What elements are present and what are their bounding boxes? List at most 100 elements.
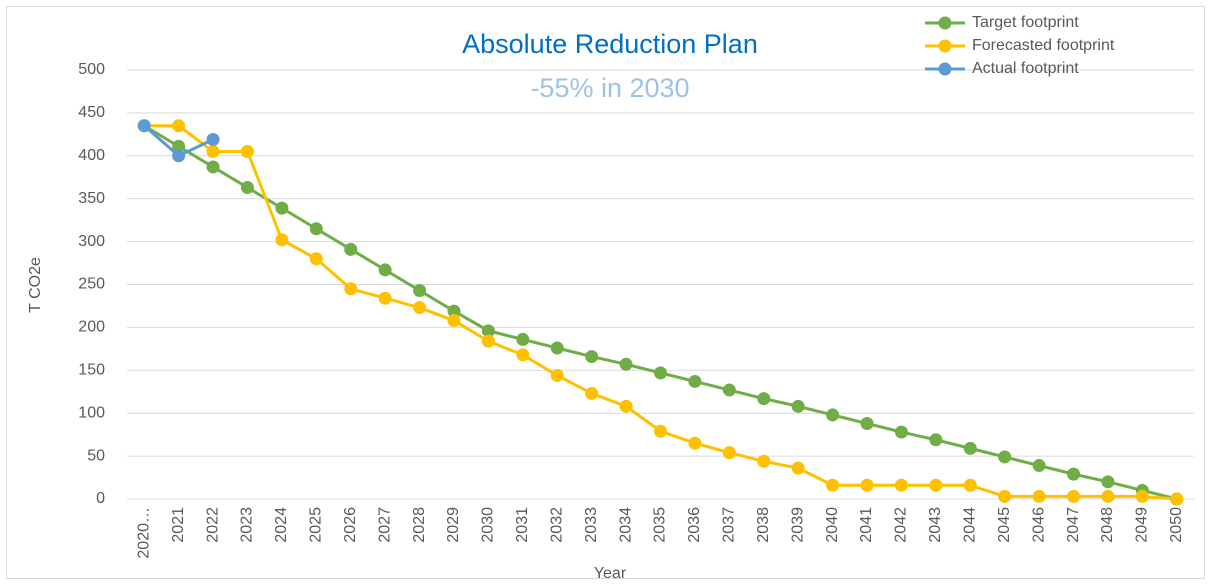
- x-tick-label: 2022: [204, 507, 221, 543]
- data-point: [757, 392, 771, 406]
- data-point: [1032, 459, 1046, 473]
- x-tick-label: 2031: [514, 507, 531, 543]
- data-point: [206, 145, 220, 159]
- x-tick-label: 2023: [239, 507, 256, 543]
- data-point: [929, 433, 943, 447]
- legend-label: Actual footprint: [972, 60, 1079, 77]
- data-point: [137, 119, 151, 133]
- data-point: [757, 454, 771, 468]
- y-tick-label: 50: [87, 447, 105, 464]
- data-point: [791, 399, 805, 413]
- data-point: [309, 252, 323, 266]
- data-point: [688, 436, 702, 450]
- x-tick-label: 2030: [480, 507, 497, 543]
- data-point: [275, 201, 289, 215]
- data-point: [344, 242, 358, 256]
- legend-marker: [938, 39, 952, 53]
- x-tick-label: 2041: [858, 507, 875, 543]
- data-point: [172, 119, 186, 133]
- data-point: [894, 425, 908, 439]
- data-point: [860, 416, 874, 430]
- y-tick-label: 150: [78, 362, 105, 379]
- x-axis-label: Year: [594, 565, 627, 582]
- data-point: [172, 149, 186, 163]
- data-point: [1032, 489, 1046, 503]
- chart-subtitle: -55% in 2030: [530, 73, 689, 103]
- x-tick-label: 2032: [548, 507, 565, 543]
- y-tick-label: 250: [78, 276, 105, 293]
- data-point: [619, 357, 633, 371]
- x-tick-label: 2046: [1030, 507, 1047, 543]
- y-tick-label: 300: [78, 233, 105, 250]
- x-tick-label: 2044: [961, 507, 978, 543]
- data-point: [378, 291, 392, 305]
- data-point: [309, 222, 323, 236]
- data-point: [206, 160, 220, 174]
- chart-title: Absolute Reduction Plan: [462, 29, 758, 59]
- data-point: [1101, 475, 1115, 489]
- data-point: [516, 348, 530, 362]
- y-tick-label: 200: [78, 319, 105, 336]
- data-point: [172, 139, 186, 153]
- data-point: [344, 282, 358, 296]
- x-tick-label: 2047: [1065, 507, 1082, 543]
- data-point: [929, 478, 943, 492]
- x-tick-label: 2035: [652, 507, 669, 543]
- y-tick-label: 0: [96, 490, 105, 507]
- data-point: [447, 314, 461, 328]
- data-point: [1101, 489, 1115, 503]
- data-point: [413, 301, 427, 315]
- x-tick-label: 2036: [686, 507, 703, 543]
- data-point: [585, 386, 599, 400]
- x-tick-label: 2029: [445, 507, 462, 543]
- data-point: [722, 383, 736, 397]
- x-tick-label: 2020…: [135, 507, 152, 559]
- data-point: [481, 334, 495, 348]
- x-tick-label: 2049: [1134, 507, 1151, 543]
- data-point: [998, 489, 1012, 503]
- x-tick-label: 2021: [170, 507, 187, 543]
- data-point: [516, 332, 530, 346]
- data-point: [481, 324, 495, 338]
- data-point: [998, 450, 1012, 464]
- data-point: [550, 368, 564, 382]
- x-tick-label: 2033: [583, 507, 600, 543]
- y-tick-label: 500: [78, 61, 105, 78]
- x-tick-label: 2038: [755, 507, 772, 543]
- legend-label: Forecasted footprint: [972, 37, 1115, 54]
- data-point: [378, 263, 392, 277]
- x-tick-label: 2045: [996, 507, 1013, 543]
- x-tick-label: 2043: [927, 507, 944, 543]
- x-tick-label: 2024: [273, 507, 290, 543]
- data-point: [791, 461, 805, 475]
- data-point: [688, 374, 702, 388]
- data-point: [894, 478, 908, 492]
- data-point: [447, 304, 461, 318]
- data-point: [860, 478, 874, 492]
- data-point: [654, 424, 667, 438]
- x-tick-label: 2050: [1168, 507, 1185, 543]
- x-tick-label: 2027: [376, 507, 393, 543]
- legend-marker: [938, 62, 952, 76]
- data-point: [550, 341, 564, 355]
- x-tick-label: 2040: [824, 507, 841, 543]
- x-tick-label: 2042: [893, 507, 910, 543]
- data-point: [722, 446, 736, 460]
- data-point: [963, 478, 977, 492]
- x-tick-label: 2037: [721, 507, 738, 543]
- data-point: [1067, 489, 1081, 503]
- y-tick-label: 400: [78, 147, 105, 164]
- data-point: [206, 132, 220, 146]
- data-point: [585, 350, 599, 364]
- data-point: [275, 233, 289, 247]
- data-point: [240, 181, 254, 195]
- data-point: [619, 399, 633, 413]
- x-tick-label: 2039: [789, 507, 806, 543]
- x-tick-label: 2048: [1099, 507, 1116, 543]
- y-tick-label: 350: [78, 190, 105, 207]
- data-point: [1135, 489, 1149, 503]
- data-point: [826, 408, 840, 422]
- data-point: [963, 441, 977, 455]
- y-tick-label: 100: [78, 404, 105, 421]
